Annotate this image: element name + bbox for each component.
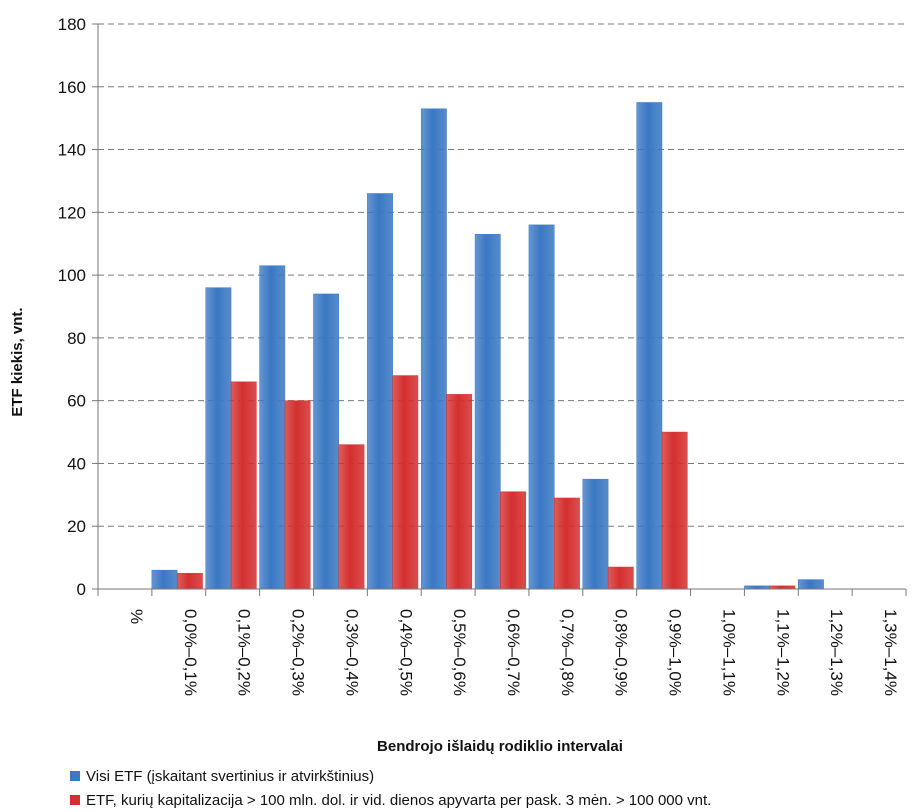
x-tick-label: 0,7%–0,8% (558, 609, 577, 696)
legend-item: Visi ETF (įskaitant svertinius ir atvirk… (70, 764, 711, 788)
y-axis-title: ETF kiekis, vnt. (9, 307, 26, 416)
y-tick-label: 80 (67, 329, 86, 348)
y-tick-label: 100 (58, 266, 86, 285)
bar-series-1 (205, 287, 232, 590)
x-tick-label: 0,4%–0,5% (396, 609, 415, 696)
legend: Visi ETF (įskaitant svertinius ir atvirk… (70, 764, 711, 812)
legend-label-series-2: ETF, kurių kapitalizacija > 100 mln. dol… (86, 791, 712, 809)
y-tick-label: 20 (67, 517, 86, 536)
legend-swatch-series-2 (70, 795, 80, 805)
bar-series-1 (636, 102, 663, 590)
bar-series-1 (528, 224, 555, 590)
bars (151, 102, 824, 590)
x-tick-label: 0,6%–0,7% (504, 609, 523, 696)
y-tick-label: 40 (67, 454, 86, 473)
axes (92, 23, 907, 596)
y-tick-label: 60 (67, 392, 86, 411)
y-tick-label: 0 (77, 580, 86, 599)
x-tick-label: 1,0%–1,1% (719, 609, 738, 696)
bar-series-2 (554, 497, 580, 590)
y-tick-label: 140 (58, 141, 86, 160)
x-tick-label: 1,3%–1,4% (881, 609, 900, 696)
bar-series-2 (446, 394, 473, 590)
bar-series-2 (176, 573, 203, 590)
x-tick-label: 0,2%–0,3% (289, 609, 308, 696)
bar-series-2 (661, 431, 688, 590)
legend-label-series-1: Visi ETF (įskaitant svertinius ir atvirk… (86, 767, 375, 785)
bar-series-1 (367, 193, 393, 590)
bar-series-2 (392, 375, 419, 590)
x-tick-label: 0,5%–0,6% (450, 609, 469, 696)
bar-series-2 (284, 400, 311, 590)
x-tick-label: 1,1%–1,2% (773, 609, 792, 696)
bar-series-1 (420, 108, 447, 590)
x-tick-label: 0,9%–1,0% (666, 609, 685, 696)
x-axis-title: Bendrojo išlaidų rodiklio intervalai (377, 738, 623, 755)
y-tick-label: 180 (58, 15, 86, 34)
y-tick-labels: 0 20 40 60 80 100 120 140 160 180 (58, 15, 86, 599)
x-tick-label: 0,0%–0,1% (181, 609, 200, 696)
legend-swatch-series-1 (70, 771, 80, 781)
bar-series-1 (313, 293, 340, 590)
x-tick-label: 0,8%–0,9% (612, 609, 631, 696)
y-tick-label: 160 (58, 78, 86, 97)
x-tick-label: 0,3%–0,4% (342, 609, 361, 696)
legend-item: ETF, kurių kapitalizacija > 100 mln. dol… (70, 788, 711, 812)
bar-series-2 (500, 491, 526, 590)
x-tick-labels: % 0,0%–0,1% 0,1%–0,2% 0,2%–0,3% 0,3%–0,4% 0,4… (127, 609, 900, 696)
x-tick-label: 1,2%–1,3% (827, 609, 846, 696)
x-tick-label: 0,1%–0,2% (235, 609, 254, 696)
x-tick-label: % (127, 609, 146, 624)
bar-series-1 (582, 478, 609, 590)
bar-series-2 (607, 566, 634, 590)
y-tick-label: 120 (58, 203, 86, 222)
bar-series-1 (474, 234, 501, 590)
bar-series-2 (338, 444, 365, 590)
bar-series-2 (230, 381, 257, 590)
bar-series-1 (259, 265, 286, 590)
bar-series-1 (151, 569, 178, 590)
bar-series-1 (798, 579, 824, 590)
